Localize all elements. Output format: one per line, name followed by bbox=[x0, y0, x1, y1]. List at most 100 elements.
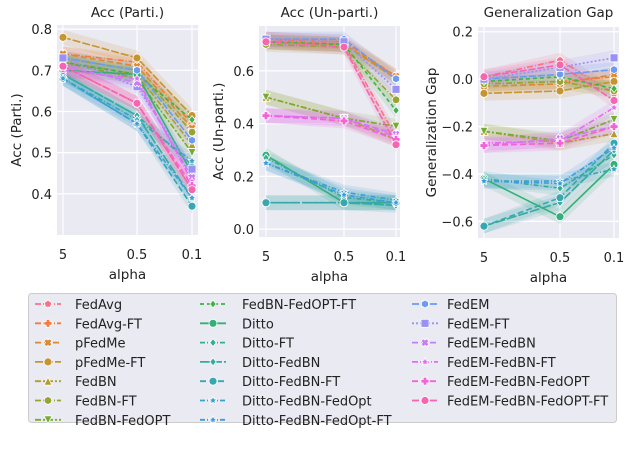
legend-marker bbox=[43, 376, 53, 386]
data-point bbox=[609, 122, 619, 131]
data-point bbox=[609, 164, 619, 174]
legend-label: FedEM-FT bbox=[447, 317, 509, 332]
legend-label: pFedMe-FT bbox=[75, 356, 145, 371]
legend-marker bbox=[208, 395, 218, 405]
data-point bbox=[187, 193, 197, 202]
data-point bbox=[555, 60, 565, 70]
data-point bbox=[479, 72, 489, 82]
data-point bbox=[479, 88, 489, 98]
legend-label: Ditto-FedBN-FedOpt-FT bbox=[242, 414, 392, 429]
panel-1: 0.4 0.5 0.6 0.7 0.8 5 0.5 0.1 Acc (Parti.) alpha A… bbox=[9, 5, 202, 283]
x-axis-label: alpha bbox=[311, 269, 348, 285]
ci-band bbox=[266, 34, 396, 87]
legend-label: FedAvg-FT bbox=[75, 317, 142, 332]
data-point bbox=[132, 73, 142, 83]
ci-band bbox=[484, 135, 614, 234]
ci-band bbox=[266, 147, 396, 211]
data-point bbox=[555, 193, 565, 203]
ci-band bbox=[63, 30, 192, 123]
ci-band bbox=[266, 155, 396, 211]
legend-label: FedEM-FedBN-FedOPT bbox=[447, 375, 590, 390]
y-tick-label: 0.5 bbox=[31, 147, 52, 162]
ci-band bbox=[484, 74, 614, 99]
y-tick-label: 0.0 bbox=[452, 73, 473, 88]
data-point bbox=[132, 118, 142, 128]
data-point bbox=[610, 84, 618, 94]
data-point bbox=[479, 221, 489, 231]
data-point bbox=[479, 141, 489, 150]
legend-marker bbox=[209, 357, 217, 367]
ci-band bbox=[484, 100, 614, 151]
data-point bbox=[555, 77, 565, 86]
data-point bbox=[261, 37, 271, 47]
data-point bbox=[391, 84, 401, 94]
data-point bbox=[339, 198, 349, 208]
data-point bbox=[609, 53, 619, 63]
data-point bbox=[609, 102, 619, 112]
data-point bbox=[609, 96, 619, 105]
ci-band bbox=[484, 142, 614, 234]
data-point bbox=[339, 116, 349, 126]
y-tick-label: 0.4 bbox=[233, 118, 254, 133]
series-line bbox=[62, 61, 193, 121]
series-line bbox=[265, 38, 397, 90]
data-point bbox=[555, 212, 565, 222]
data-point bbox=[391, 140, 401, 150]
data-point bbox=[58, 32, 68, 42]
legend-marker bbox=[420, 337, 430, 348]
data-point bbox=[132, 53, 142, 63]
panel-2: 0.0 0.2 0.4 0.6 5 0.5 0.1 Acc (Un-parti.) alpha A… bbox=[211, 5, 406, 285]
legend-marker bbox=[208, 376, 218, 386]
x-axis-label: alpha bbox=[109, 267, 146, 283]
ci-band bbox=[63, 67, 192, 173]
legend-marker bbox=[43, 415, 53, 425]
legend-label: FedBN-FedOPT bbox=[75, 414, 170, 429]
x-tick-label: 5 bbox=[480, 251, 488, 266]
x-tick-label: 0.5 bbox=[550, 251, 571, 266]
y-tick-label: 0.2 bbox=[452, 26, 473, 41]
legend-label: pFedMe bbox=[75, 337, 125, 352]
data-point bbox=[392, 74, 400, 84]
series-line bbox=[62, 57, 193, 133]
data-point bbox=[187, 148, 197, 158]
y-axis-label: Acc (Parti.) bbox=[9, 93, 25, 166]
legend-label: Ditto-FT bbox=[242, 337, 294, 352]
legend-label: Ditto-FedBN bbox=[242, 356, 320, 371]
ci-band bbox=[266, 89, 396, 134]
x-tick-label: 5 bbox=[59, 248, 67, 263]
y-tick-label: −0.2 bbox=[441, 121, 473, 136]
data-point bbox=[555, 178, 565, 188]
y-tick-label: −0.4 bbox=[441, 168, 473, 183]
data-point bbox=[58, 73, 68, 83]
legend-marker bbox=[420, 357, 430, 366]
legend-label: FedEM-FedBN-FedOPT-FT bbox=[447, 395, 608, 410]
data-point bbox=[339, 42, 349, 52]
ci-band bbox=[266, 34, 396, 153]
legend-label: FedEM-FedBN bbox=[447, 337, 536, 352]
x-tick-label: 0.1 bbox=[386, 250, 407, 265]
panel-title: Generalization Gap bbox=[484, 5, 614, 21]
legend-label: FedBN bbox=[75, 375, 117, 390]
y-tick-label: 0.6 bbox=[233, 65, 254, 80]
legend-marker bbox=[209, 299, 217, 309]
data-point bbox=[610, 150, 618, 160]
data-point bbox=[391, 95, 401, 105]
data-point bbox=[187, 127, 197, 137]
x-tick-label: 0.5 bbox=[127, 248, 148, 263]
data-point bbox=[261, 158, 271, 168]
panel-title: Acc (Un-parti.) bbox=[281, 5, 379, 21]
y-axis-label: Acc (Un-parti.) bbox=[211, 83, 227, 181]
series-line bbox=[484, 168, 615, 182]
legend-label: Ditto-FedBN-FedOpt bbox=[242, 395, 372, 410]
series-line bbox=[483, 106, 615, 144]
ci-band bbox=[484, 123, 614, 151]
ci-band bbox=[63, 62, 192, 181]
x-tick-label: 0.5 bbox=[334, 250, 355, 265]
data-point bbox=[261, 198, 271, 208]
series-line bbox=[483, 75, 615, 90]
panel-title: Acc (Parti.) bbox=[91, 5, 164, 21]
ci-band bbox=[63, 71, 192, 169]
legend-box bbox=[28, 293, 617, 423]
y-tick-label: 0.2 bbox=[233, 170, 254, 185]
